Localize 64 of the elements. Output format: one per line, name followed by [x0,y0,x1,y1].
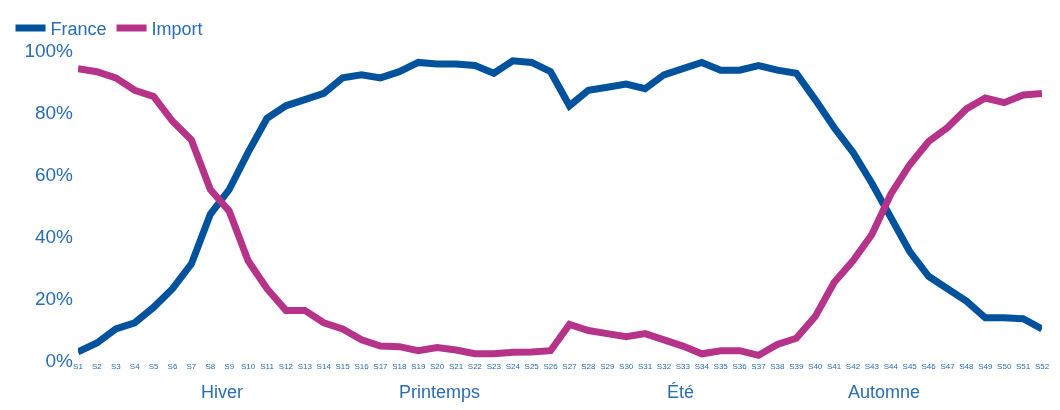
x-tick-label: S28 [581,362,597,371]
x-tick-label: S23 [486,362,502,371]
text: Hiver [201,382,244,402]
y-tick-label: 0% [45,349,74,371]
x-tick-label: S13 [297,362,313,371]
x-tick-label: S6 [167,362,178,371]
x-tick-label: S52 [1034,362,1050,371]
y-tick-label: 80% [34,101,74,123]
x-tick-label: S14 [316,362,332,371]
x-tick-label: S50 [997,362,1012,371]
x-tick-label: S24 [505,362,521,371]
text: Été [667,382,695,402]
x-tick-label: S32 [656,362,672,371]
x-tick-label: S43 [864,362,880,371]
x-tick-label: S44 [883,362,899,371]
x-tick-label: S16 [354,362,370,371]
x-tick-label: S21 [448,362,464,371]
x-tick-label: S17 [373,362,389,371]
x-tick-label: S48 [959,362,975,371]
x-tick-label: S49 [978,362,993,371]
y-tick-label: 20% [34,287,74,309]
x-tick-label: S41 [826,362,842,371]
x-tick-label: S37 [751,362,767,371]
x-tick-label: S15 [335,362,351,371]
x-tick-label: S33 [675,362,691,371]
x-tick-label: S18 [392,362,407,371]
x-tick-label: S3 [110,362,122,371]
x-tick-label: S10 [241,362,256,371]
x-tick-label: S42 [845,362,861,371]
legend-label: Import [151,18,203,39]
x-tick-label: S38 [770,362,786,371]
x-tick-label: S35 [713,362,729,371]
x-tick-label: S22 [467,362,483,371]
x-tick-label: S19 [411,362,426,371]
x-tick-label: S39 [789,362,804,371]
x-tick-label: S47 [940,362,956,371]
x-tick-label: S31 [637,362,653,371]
x-tick-label: S7 [186,362,197,371]
x-tick-label: S8 [205,362,216,371]
x-tick-label: S29 [600,362,615,371]
x-tick-label: S9 [224,362,235,371]
x-tick-label: S36 [732,362,748,371]
x-tick-label: S30 [619,362,634,371]
x-tick-label: S11 [260,362,275,371]
text: Printemps [399,382,481,402]
y-tick-label: 100% [24,39,74,61]
x-tick-label: S51 [1015,362,1031,371]
legend-label: France [50,18,107,39]
x-tick-label: S25 [524,362,540,371]
x-tick-label: S27 [562,362,578,371]
y-tick-label: 40% [34,225,74,247]
x-tick-label: S26 [543,362,559,371]
x-tick-label: S1 [73,362,84,371]
x-tick-label: S2 [92,362,103,371]
x-tick-label: S46 [921,362,937,371]
x-tick-label: S34 [694,362,710,371]
x-tick-label: S20 [430,362,445,371]
x-tick-label: S12 [278,362,294,371]
y-tick-label: 60% [34,163,74,185]
x-tick-label: S5 [148,362,160,371]
text: Automne [848,382,921,402]
x-tick-label: S4 [129,362,141,371]
x-tick-label: S40 [808,362,823,371]
x-tick-label: S45 [902,362,918,371]
